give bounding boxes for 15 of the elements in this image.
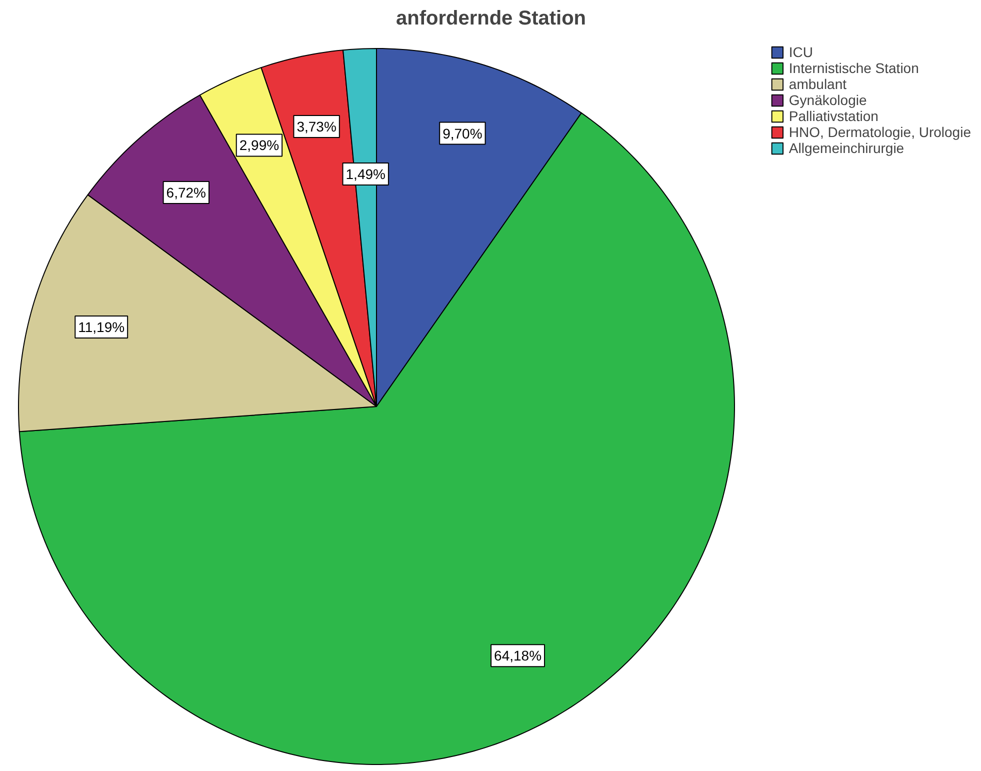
legend-label: ICU [788,44,814,60]
legend-label: HNO, Dermatologie, Urologie [788,124,971,140]
data-label: 9,70% [442,125,482,142]
legend-label: Gynäkologie [788,92,867,108]
legend-label: Palliativstation [788,108,878,124]
data-label: 6,72% [166,184,206,201]
chart-title: anfordernde Station [396,8,586,30]
data-label: 2,99% [239,137,280,154]
legend-label: ambulant [788,76,847,92]
data-label: 3,73% [296,118,336,134]
data-label: 64,18% [494,648,542,664]
legend-label: Allgemeinchirurgie [788,140,904,156]
data-label: 1,49% [346,166,386,182]
legend-label: Internistische Station [788,60,919,76]
data-label: 11,19% [78,319,125,336]
